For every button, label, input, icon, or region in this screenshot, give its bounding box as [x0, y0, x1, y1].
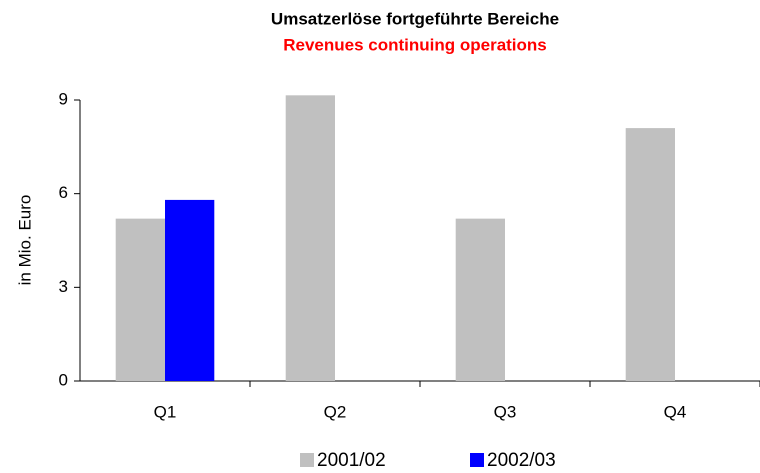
x-tick-label: Q1: [154, 402, 177, 421]
bar: [165, 199, 215, 381]
y-tick-label: 9: [59, 89, 68, 108]
x-tick-label: Q2: [324, 402, 347, 421]
x-tick-label: Q4: [664, 402, 687, 421]
bar: [285, 95, 335, 382]
legend-label: 2002/03: [487, 450, 556, 471]
y-tick-label: 0: [59, 370, 68, 389]
y-axis-label: in Mio. Euro: [15, 195, 34, 286]
y-tick-label: 3: [59, 277, 68, 296]
bar: [625, 128, 675, 381]
legend-label: 2001/02: [317, 450, 386, 471]
chart-subtitle: Revenues continuing operations: [283, 35, 547, 54]
bar: [455, 218, 505, 381]
bar: [115, 218, 165, 381]
legend-swatch: [300, 453, 314, 467]
x-tick-label: Q3: [494, 402, 517, 421]
y-tick-label: 6: [59, 183, 68, 202]
chart-title: Umsatzerlöse fortgeführte Bereiche: [271, 9, 559, 28]
legend-swatch: [470, 453, 484, 467]
